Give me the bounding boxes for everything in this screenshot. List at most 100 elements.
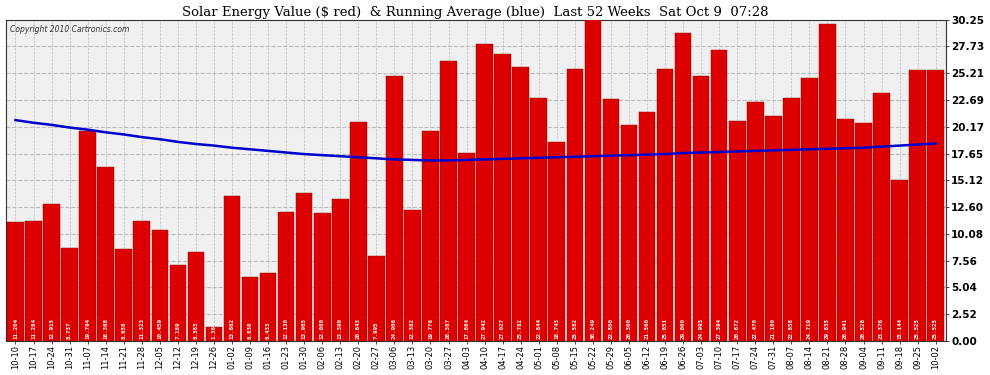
Text: 12.130: 12.130 bbox=[284, 318, 289, 339]
Bar bbox=[675, 33, 691, 341]
Bar bbox=[513, 67, 529, 341]
Bar bbox=[169, 265, 186, 341]
Bar bbox=[350, 122, 366, 341]
Bar bbox=[693, 75, 710, 341]
Bar bbox=[747, 102, 763, 341]
Bar bbox=[819, 24, 836, 341]
Text: 21.560: 21.560 bbox=[644, 318, 649, 339]
Text: 20.300: 20.300 bbox=[627, 318, 632, 339]
Text: 20.643: 20.643 bbox=[355, 318, 360, 339]
Bar bbox=[7, 222, 24, 341]
Text: 13.662: 13.662 bbox=[230, 318, 235, 339]
Bar bbox=[621, 125, 638, 341]
Text: 6.433: 6.433 bbox=[265, 321, 270, 339]
Text: 27.942: 27.942 bbox=[482, 318, 487, 339]
Bar bbox=[639, 112, 655, 341]
Bar bbox=[566, 69, 583, 341]
Text: 27.394: 27.394 bbox=[717, 318, 722, 339]
Text: 20.528: 20.528 bbox=[861, 318, 866, 339]
Bar bbox=[296, 193, 313, 341]
Bar bbox=[386, 76, 403, 341]
Bar bbox=[548, 142, 565, 341]
Bar bbox=[278, 212, 294, 341]
Text: 22.470: 22.470 bbox=[752, 318, 757, 339]
Bar bbox=[332, 199, 348, 341]
Text: 10.459: 10.459 bbox=[157, 318, 162, 339]
Text: 19.776: 19.776 bbox=[428, 318, 433, 339]
Text: 22.844: 22.844 bbox=[537, 318, 542, 339]
Text: 22.800: 22.800 bbox=[609, 318, 614, 339]
Bar bbox=[116, 249, 132, 341]
Text: 22.858: 22.858 bbox=[789, 318, 794, 339]
Bar bbox=[873, 93, 890, 341]
Text: 7.189: 7.189 bbox=[175, 321, 180, 339]
Text: 12.915: 12.915 bbox=[50, 318, 54, 339]
Bar bbox=[97, 167, 114, 341]
Bar bbox=[531, 98, 547, 341]
Bar bbox=[855, 123, 872, 341]
Bar bbox=[476, 44, 493, 341]
Text: 12.382: 12.382 bbox=[410, 318, 415, 339]
Bar bbox=[79, 131, 96, 341]
Text: 19.794: 19.794 bbox=[85, 318, 90, 339]
Bar bbox=[584, 20, 601, 341]
Bar bbox=[25, 221, 42, 341]
Title: Solar Energy Value ($ red)  & Running Average (blue)  Last 52 Weeks  Sat Oct 9  : Solar Energy Value ($ red) & Running Ave… bbox=[182, 6, 769, 18]
Text: 18.743: 18.743 bbox=[554, 318, 559, 339]
Text: 13.390: 13.390 bbox=[338, 318, 343, 339]
Bar bbox=[729, 122, 745, 341]
Text: 11.284: 11.284 bbox=[31, 318, 36, 339]
Bar bbox=[44, 204, 59, 341]
Bar bbox=[422, 131, 439, 341]
Text: 17.664: 17.664 bbox=[464, 318, 469, 339]
Text: 15.144: 15.144 bbox=[897, 318, 902, 339]
Text: 29.000: 29.000 bbox=[680, 318, 686, 339]
Bar bbox=[891, 180, 908, 341]
Bar bbox=[61, 248, 78, 341]
Bar bbox=[404, 210, 421, 341]
Text: 29.835: 29.835 bbox=[825, 318, 830, 339]
Bar bbox=[711, 50, 728, 341]
Bar bbox=[206, 327, 223, 341]
Text: 21.180: 21.180 bbox=[771, 318, 776, 339]
Text: 26.367: 26.367 bbox=[446, 318, 451, 339]
Text: 12.080: 12.080 bbox=[320, 318, 325, 339]
Text: 8.737: 8.737 bbox=[67, 321, 72, 339]
Bar bbox=[314, 213, 331, 341]
Text: 25.525: 25.525 bbox=[915, 318, 920, 339]
Text: 24.993: 24.993 bbox=[699, 318, 704, 339]
Bar bbox=[242, 277, 258, 341]
Text: 6.030: 6.030 bbox=[248, 321, 252, 339]
Text: 8.658: 8.658 bbox=[121, 321, 127, 339]
Bar bbox=[224, 196, 241, 341]
Text: 30.249: 30.249 bbox=[590, 318, 595, 339]
Bar bbox=[838, 118, 853, 341]
Text: 11.204: 11.204 bbox=[13, 318, 18, 339]
Bar bbox=[151, 230, 168, 341]
Text: 25.782: 25.782 bbox=[518, 318, 523, 339]
Bar bbox=[765, 116, 782, 341]
Bar bbox=[494, 54, 511, 341]
Text: 27.027: 27.027 bbox=[500, 318, 505, 339]
Bar bbox=[603, 99, 619, 341]
Text: 25.582: 25.582 bbox=[572, 318, 577, 339]
Text: 24.719: 24.719 bbox=[807, 318, 812, 339]
Bar bbox=[783, 98, 800, 341]
Text: 20.941: 20.941 bbox=[843, 318, 848, 339]
Text: Copyright 2010 Cartronics.com: Copyright 2010 Cartronics.com bbox=[10, 24, 130, 33]
Bar bbox=[656, 69, 673, 341]
Text: 20.672: 20.672 bbox=[735, 318, 740, 339]
Text: 7.995: 7.995 bbox=[374, 321, 379, 339]
Text: 25.525: 25.525 bbox=[934, 318, 939, 339]
Text: 13.965: 13.965 bbox=[302, 318, 307, 339]
Bar bbox=[259, 273, 276, 341]
Bar bbox=[801, 78, 818, 341]
Text: 23.376: 23.376 bbox=[879, 318, 884, 339]
Text: 11.323: 11.323 bbox=[140, 318, 145, 339]
Text: 8.383: 8.383 bbox=[193, 321, 198, 339]
Bar bbox=[441, 61, 456, 341]
Text: 16.368: 16.368 bbox=[103, 318, 108, 339]
Bar bbox=[928, 70, 944, 341]
Text: 1.364: 1.364 bbox=[212, 321, 217, 339]
Bar bbox=[134, 221, 150, 341]
